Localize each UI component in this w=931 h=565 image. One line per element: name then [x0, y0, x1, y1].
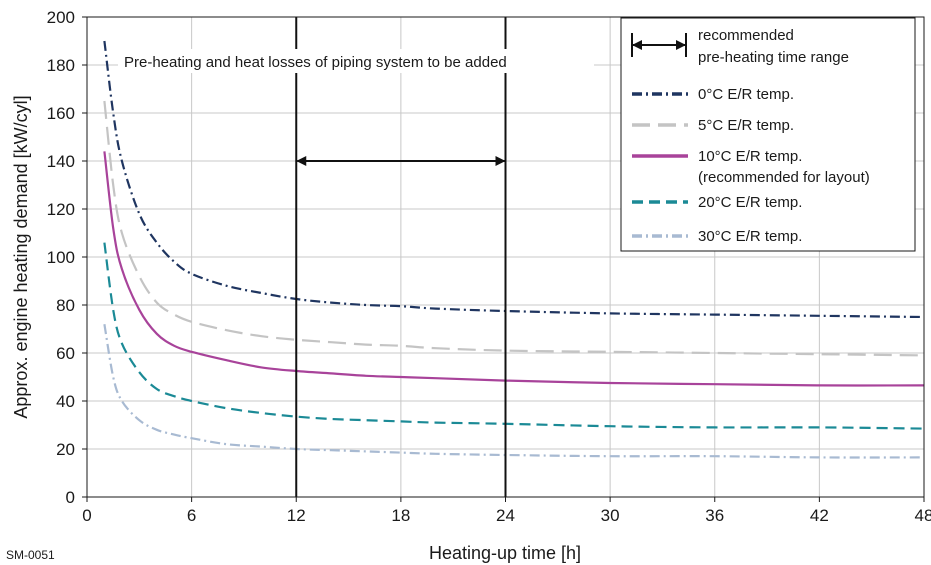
x-axis-title: Heating-up time [h]	[429, 543, 581, 563]
legend-label-2: (recommended for layout)	[698, 169, 870, 186]
y-axis-title: Approx. engine heating demand [kW/cyl]	[11, 95, 31, 418]
x-tick-label: 24	[496, 506, 515, 525]
legend-range-label-line2: pre-heating time range	[698, 49, 849, 66]
y-tick-label: 60	[56, 344, 75, 363]
range-lines	[295, 17, 507, 497]
legend-label-0: 0°C E/R temp.	[698, 86, 794, 103]
x-tick-label: 0	[82, 506, 91, 525]
legend-range-sample	[631, 33, 687, 57]
y-tick-label: 200	[47, 8, 75, 27]
y-tick-label: 20	[56, 440, 75, 459]
figure-id: SM-0051	[6, 548, 55, 562]
series-line-2	[103, 151, 925, 387]
legend-range-label-line1: recommended	[698, 27, 794, 44]
legend-entries: 0°C E/R temp. 5°C E/R temp. 10°C E/R temp.…	[632, 86, 870, 245]
y-tick-label: 180	[47, 56, 75, 75]
y-tick-label: 0	[66, 488, 75, 507]
y-tick-label: 160	[47, 104, 75, 123]
x-tick-label: 36	[705, 506, 724, 525]
series-line-4	[103, 324, 925, 459]
y-tick-label: 40	[56, 392, 75, 411]
legend-label-3: 20°C E/R temp.	[698, 194, 802, 211]
annotation-background	[118, 49, 594, 73]
y-tick-label: 80	[56, 296, 75, 315]
y-tick-label: 100	[47, 248, 75, 267]
x-tick-label: 30	[601, 506, 620, 525]
x-tick-label: 12	[287, 506, 306, 525]
annotation-text: Pre-heating and heat losses of piping sy…	[124, 54, 507, 71]
series-lines	[103, 40, 925, 459]
y-tick-label: 140	[47, 152, 75, 171]
tick-labels: 0 6 12 18 24 30 36 42 48 0 20 40 60 80 100 120 140 160 180…	[47, 8, 931, 525]
x-tick-label: 42	[810, 506, 829, 525]
y-tick-label: 120	[47, 200, 75, 219]
legend-label-1: 5°C E/R temp.	[698, 117, 794, 134]
legend-box	[620, 17, 916, 252]
legend-label-4: 30°C E/R temp.	[698, 228, 802, 245]
legend-label-2: 10°C E/R temp.	[698, 148, 802, 165]
series-line-0	[103, 40, 925, 319]
x-tick-label: 18	[391, 506, 410, 525]
series-line-1	[103, 100, 925, 357]
x-tick-label: 6	[187, 506, 196, 525]
series-line-3	[103, 242, 925, 430]
x-tick-label: 48	[915, 506, 931, 525]
legend: recommended pre-heating time range 0°C E…	[620, 17, 916, 252]
